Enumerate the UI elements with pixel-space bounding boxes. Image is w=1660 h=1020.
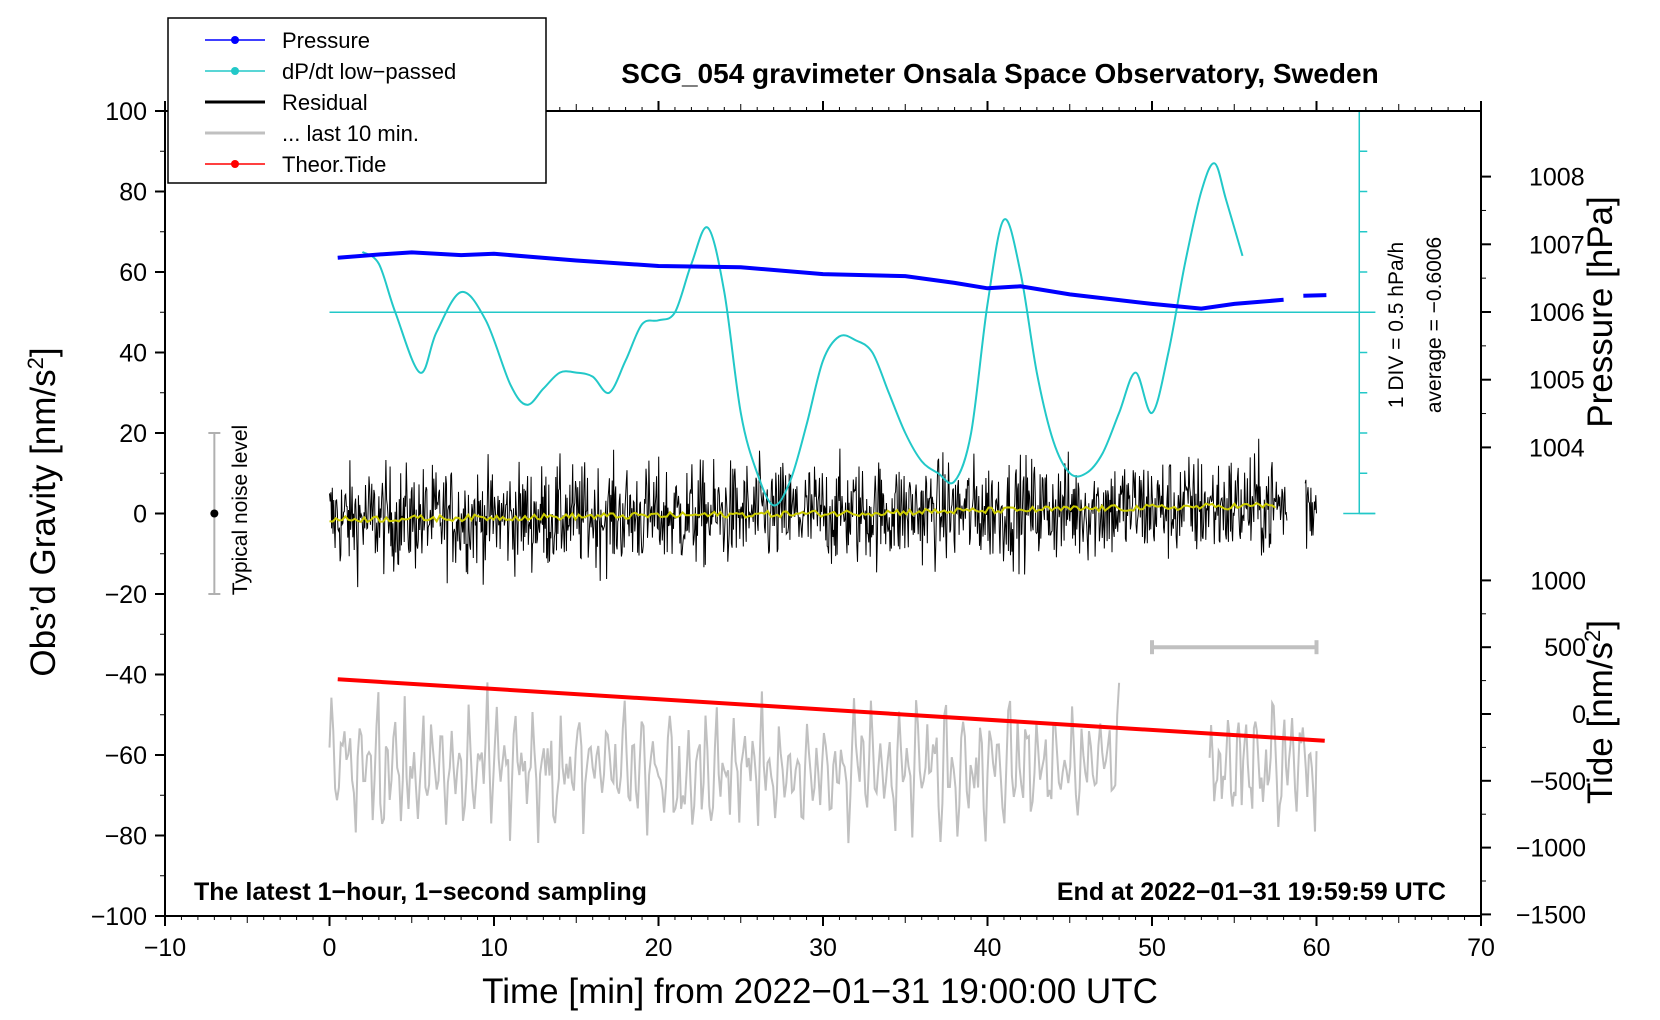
end-time-note: End at 2022−01−31 19:59:59 UTC <box>1057 878 1446 906</box>
x-tick-label: 60 <box>1303 934 1331 962</box>
tide-axis-title-end: ] <box>1581 620 1620 630</box>
x-tick-label: 70 <box>1467 934 1495 962</box>
tide-axis-title-main: Tide [nm/s <box>1581 642 1620 804</box>
dpdt-scale-label: 1 DIV = 0.5 hPa/h <box>1385 242 1408 408</box>
y-tick-label: 80 <box>119 179 147 207</box>
tide-trace <box>337 677 1325 743</box>
y-tick-label: 60 <box>119 259 147 287</box>
legend-label-tide: Theor.Tide <box>282 152 386 177</box>
y-tick-label: −80 <box>105 823 147 851</box>
tide-tick-label: −1000 <box>1516 835 1586 863</box>
legend-label-dpdt: dP/dt low−passed <box>282 59 456 84</box>
y-axis-pressure: 1004 1005 1006 1007 1008 <box>1481 164 1585 462</box>
chart-title: SCG_054 gravimeter Onsala Space Observat… <box>621 58 1378 89</box>
y-tick-label: −100 <box>91 903 147 931</box>
y-tick-label: 0 <box>133 501 147 529</box>
pressure-trace <box>337 250 1284 311</box>
residual-series <box>329 438 1317 588</box>
pressure-trace-tail <box>1303 293 1327 298</box>
residual-mean-line <box>329 502 1276 524</box>
x-tick-label: 30 <box>809 934 837 962</box>
y-axis-left: −100 −80 −60 −40 −20 0 20 40 60 80 100 <box>91 98 165 931</box>
y-tick-label: −60 <box>105 742 147 770</box>
x-tick-label: 50 <box>1138 934 1166 962</box>
pressure-tick-label: 1004 <box>1529 434 1585 462</box>
legend-label-residual: Residual <box>282 90 368 115</box>
x-axis: −10 0 10 20 30 40 50 60 70 <box>144 101 1495 962</box>
legend-marker-tide <box>231 160 239 168</box>
ten-minute-scale-bar <box>1150 640 1319 655</box>
residual-mean-trace <box>329 502 1276 524</box>
residual-trace <box>1304 479 1317 549</box>
pressure-tick-label: 1006 <box>1529 299 1585 327</box>
tide-tick-label: 1000 <box>1530 567 1586 595</box>
noise-bar-center <box>210 509 219 518</box>
tide-tick-label: −1500 <box>1516 901 1586 929</box>
y-axis-title-sup: 2 <box>23 357 48 369</box>
pressure-tick-label: 1005 <box>1529 367 1585 395</box>
residual-trace <box>329 438 1288 588</box>
legend-label-last10: ... last 10 min. <box>282 121 419 146</box>
y-tick-label: 20 <box>119 420 147 448</box>
last-10-min-series <box>328 682 1318 844</box>
dpdt-series <box>361 162 1244 507</box>
legend-label-pressure: Pressure <box>282 28 370 53</box>
dpdt-trace <box>361 162 1244 507</box>
y-tick-label: −20 <box>105 581 147 609</box>
y-axis-title-main: Obs’d Gravity [nm/s <box>24 369 63 676</box>
last-10-min-trace <box>328 682 1121 844</box>
y-axis-tide: −1500 −1000 −500 0 500 1000 <box>1481 567 1586 929</box>
x-tick-label: 20 <box>645 934 673 962</box>
y-tick-label: 40 <box>119 340 147 368</box>
sampling-note: The latest 1−hour, 1−second sampling <box>194 878 647 906</box>
tide-tick-label: 0 <box>1572 701 1586 729</box>
legend-marker-pressure <box>231 36 239 44</box>
x-tick-label: 0 <box>323 934 337 962</box>
tide-axis-title-sup: 2 <box>1580 630 1605 642</box>
noise-level-label: Typical noise level <box>229 425 252 595</box>
x-tick-label: 10 <box>480 934 508 962</box>
legend: Pressure dP/dt low−passed Residual ... l… <box>167 17 547 184</box>
tide-axis-title: Tide [nm/s2] <box>1580 620 1620 804</box>
y-tick-label: −40 <box>105 662 147 690</box>
y-tick-label: 100 <box>105 98 147 126</box>
y-axis-title: Obs’d Gravity [nm/s2] <box>23 347 63 676</box>
last-10-min-trace <box>1208 699 1318 832</box>
tide-tick-label: −500 <box>1530 768 1586 796</box>
tide-tick-label: 500 <box>1544 634 1586 662</box>
theoretical-tide-series <box>337 677 1325 743</box>
noise-level-bar <box>208 432 221 595</box>
pressure-series <box>337 250 1327 311</box>
x-axis-title: Time [min] from 2022−01−31 19:00:00 UTC <box>482 972 1158 1011</box>
dpdt-average-label: average = −0.6006 <box>1423 237 1446 413</box>
x-tick-label: 40 <box>974 934 1002 962</box>
x-tick-label: −10 <box>144 934 186 962</box>
pressure-tick-label: 1008 <box>1529 164 1585 192</box>
pressure-tick-label: 1007 <box>1529 231 1585 259</box>
y-axis-title-end: ] <box>24 347 63 357</box>
legend-marker-dpdt <box>231 67 239 75</box>
pressure-axis-title: Pressure [hPa] <box>1581 196 1620 428</box>
